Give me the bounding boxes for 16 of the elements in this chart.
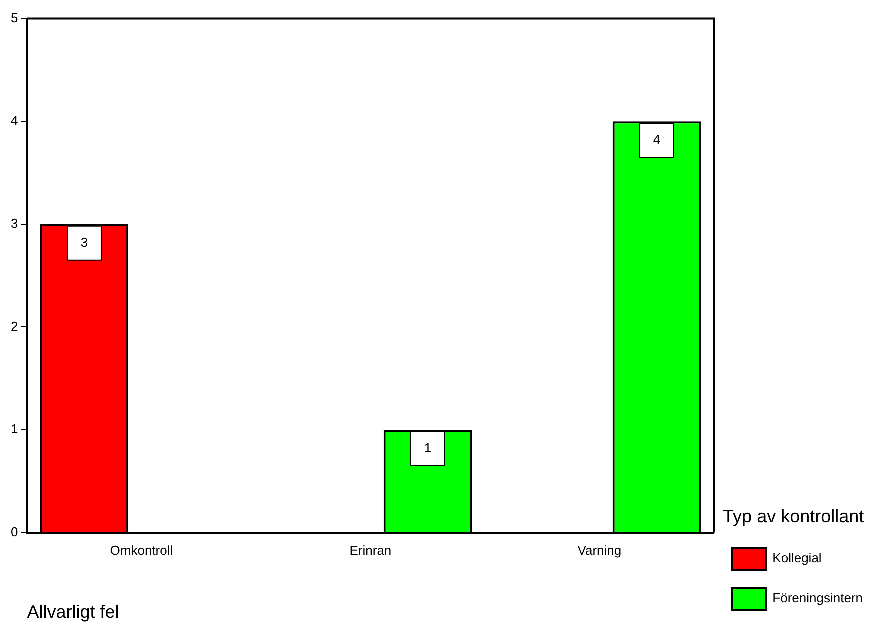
x-axis-title: Allvarligt fel	[27, 602, 120, 622]
y-tick-label: 2	[10, 318, 18, 334]
legend-label: Kollegial	[772, 550, 822, 566]
data-label: 1	[424, 440, 432, 456]
y-tick-label: 4	[10, 113, 18, 128]
x-tick-label: Omkontroll	[110, 543, 174, 558]
legend-label: Föreningsintern	[772, 590, 863, 606]
y-tick-label: 1	[10, 422, 18, 437]
data-label: 4	[653, 132, 661, 148]
x-tick-label: Erinran	[350, 543, 392, 558]
y-tick-label: 0	[10, 524, 18, 540]
legend-title: Typ av kontrollant	[723, 506, 864, 526]
data-label: 3	[80, 234, 88, 250]
y-tick-label: 3	[10, 216, 18, 231]
x-tick-label: Varning	[578, 543, 622, 558]
y-tick-label: 5	[10, 10, 18, 26]
